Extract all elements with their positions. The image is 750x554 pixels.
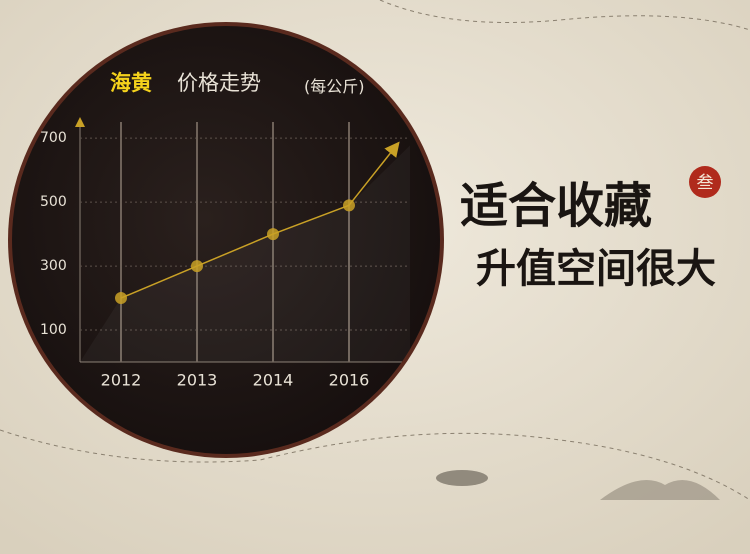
slogan-line2: 升值空间很大 <box>476 245 716 292</box>
x-tick-label: 2016 <box>329 371 370 390</box>
trend-arrow <box>348 141 400 206</box>
plot <box>75 117 410 363</box>
seal-text: 叁 <box>697 173 714 193</box>
y-tick-label: 700 <box>40 130 67 146</box>
point <box>267 228 279 241</box>
y-tick-label: 300 <box>40 258 67 274</box>
point <box>343 199 355 212</box>
x-tick-label: 2012 <box>101 371 142 390</box>
seal <box>689 166 721 198</box>
y-tick-label: 500 <box>40 194 67 210</box>
chart-title: 价格走势 <box>177 71 261 95</box>
decor-line <box>379 0 750 31</box>
disc <box>12 26 440 454</box>
slogan-line1: 适合收藏 <box>460 178 652 234</box>
y-tick-label: 100 <box>40 322 67 338</box>
x-tick-label: 2013 <box>177 371 218 390</box>
area-shade <box>80 145 410 362</box>
title-highlight: 海黄 <box>110 71 152 95</box>
point <box>191 260 203 273</box>
price-line <box>120 204 350 299</box>
x-tick-label: 2014 <box>253 371 294 390</box>
buffalo <box>436 470 488 486</box>
mountain <box>600 480 720 500</box>
unit: (每公斤) <box>304 77 365 96</box>
point <box>115 292 127 305</box>
decor-line <box>0 429 750 501</box>
